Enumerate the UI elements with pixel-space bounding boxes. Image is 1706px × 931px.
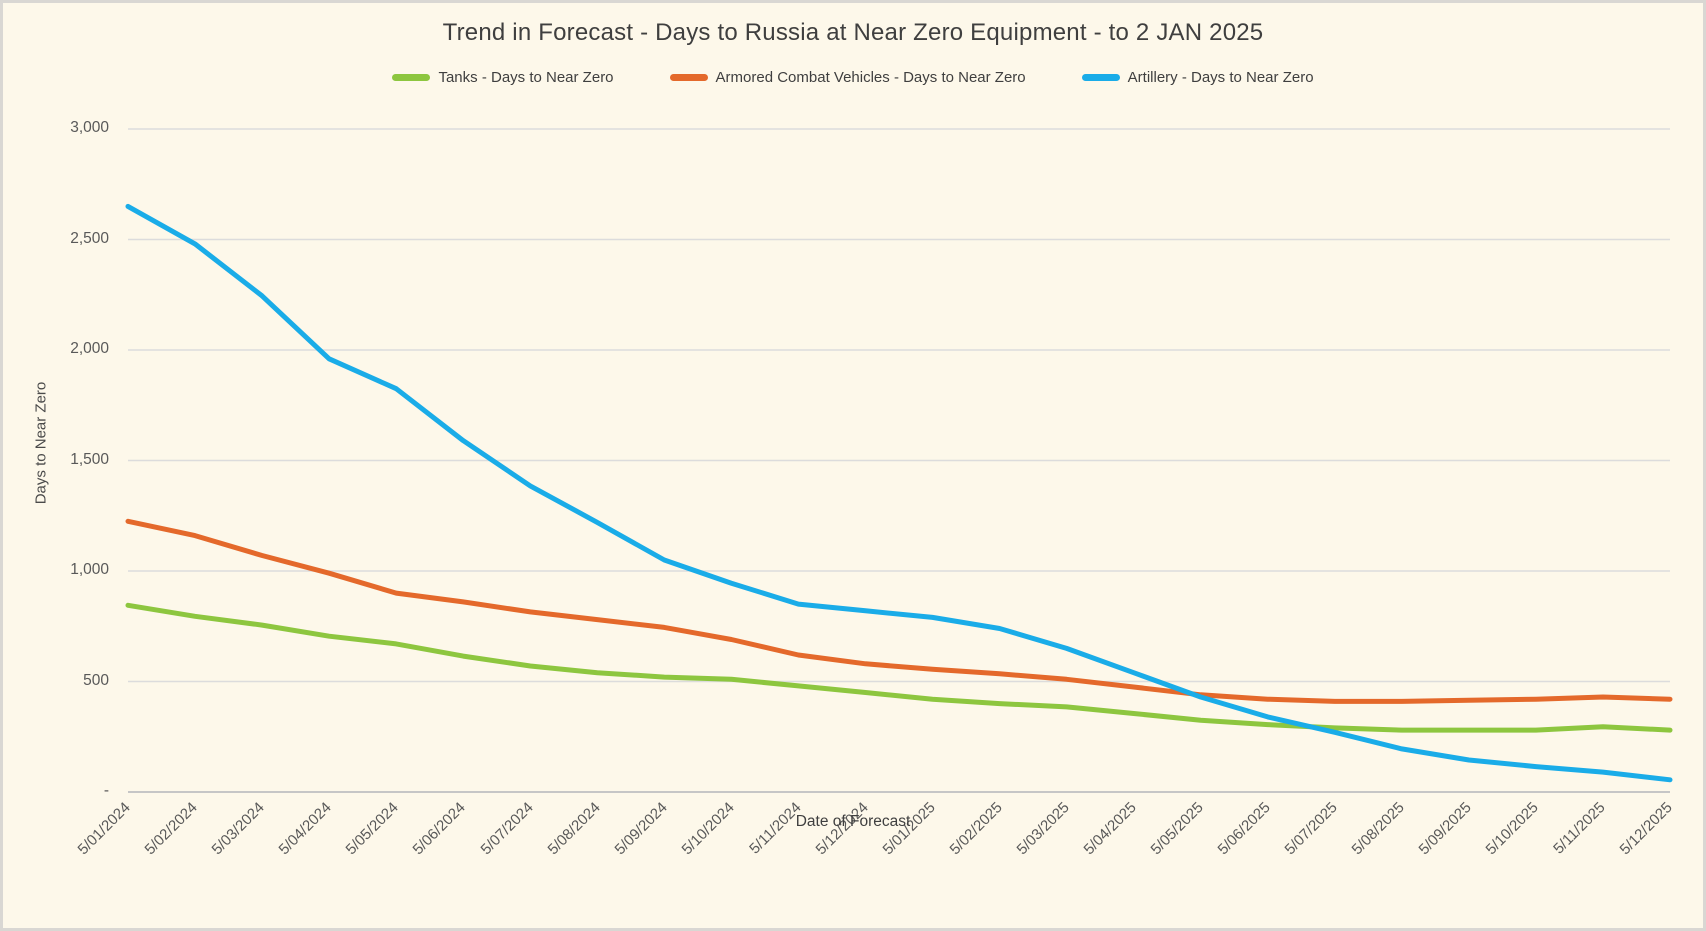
y-axis-tick-label: - — [103, 782, 109, 799]
y-axis-tick-label: 2,000 — [70, 340, 109, 357]
legend-swatch-icon — [669, 74, 708, 81]
y-axis-tick-label: 3,000 — [70, 119, 109, 136]
y-axis-title: Days to Near Zero — [32, 381, 50, 505]
y-axis-tick-label: 500 — [83, 671, 109, 689]
legend-item-2: Artillery - Days to Near Zero — [1081, 69, 1314, 86]
y-axis-tick-label: 1,000 — [70, 561, 109, 578]
legend-item-0: Tanks - Days to Near Zero — [392, 69, 614, 86]
x-axis-title: Date of Forecast — [795, 813, 911, 830]
chart-title: Trend in Forecast - Days to Russia at Ne… — [442, 19, 1264, 46]
series-line-1 — [125, 518, 1673, 704]
y-axis-tick-label: 2,500 — [70, 229, 109, 247]
plot-area — [125, 128, 1673, 793]
legend-label: Tanks - Days to Near Zero — [438, 69, 614, 86]
legend: Tanks - Days to Near Zero Armored Combat … — [3, 69, 1703, 86]
legend-label: Artillery - Days to Near Zero — [1127, 69, 1314, 86]
legend-swatch-icon — [1081, 74, 1120, 81]
series-line-0 — [125, 602, 1673, 733]
series-line-2 — [125, 203, 1673, 783]
y-axis-tick-label: 1,500 — [70, 450, 109, 468]
legend-label: Armored Combat Vehicles - Days to Near Z… — [715, 69, 1026, 86]
legend-swatch-icon — [392, 74, 431, 81]
legend-item-1: Armored Combat Vehicles - Days to Near Z… — [669, 69, 1026, 86]
